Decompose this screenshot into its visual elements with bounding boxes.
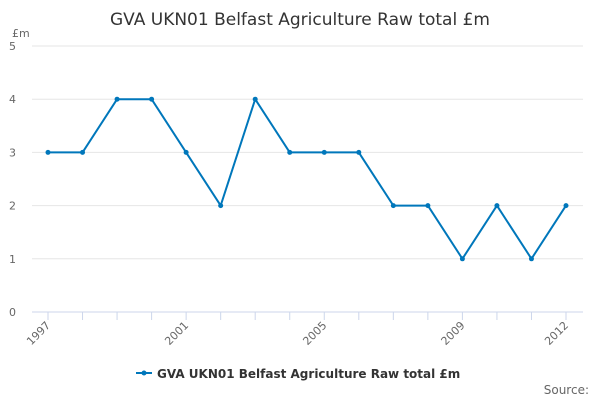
data-point[interactable] (459, 256, 465, 262)
data-point[interactable] (218, 203, 224, 209)
x-tick-label: 2005 (300, 319, 329, 348)
data-point[interactable] (149, 96, 155, 102)
data-point[interactable] (287, 149, 293, 155)
data-point[interactable] (494, 203, 500, 209)
data-point[interactable] (528, 256, 534, 262)
data-point[interactable] (114, 96, 120, 102)
legend-marker-icon (141, 370, 147, 376)
data-point[interactable] (80, 149, 86, 155)
y-tick-label: 5 (9, 40, 16, 53)
x-tick-label: 2001 (162, 319, 191, 348)
y-tick-label: 1 (9, 253, 16, 266)
data-point[interactable] (321, 149, 327, 155)
legend[interactable]: GVA UKN01 Belfast Agriculture Raw total … (136, 367, 460, 381)
y-tick-label: 0 (9, 306, 16, 319)
data-point[interactable] (390, 203, 396, 209)
data-point[interactable] (425, 203, 431, 209)
y-axis-label: £m (12, 27, 30, 40)
data-point[interactable] (45, 149, 51, 155)
x-tick-label: 2012 (542, 319, 571, 348)
series-line (48, 98, 567, 260)
x-tick-label: 1997 (24, 319, 53, 348)
x-tick-label: 2009 (439, 319, 468, 348)
chart-title: GVA UKN01 Belfast Agriculture Raw total … (110, 10, 490, 30)
data-point[interactable] (356, 149, 362, 155)
y-tick-label: 2 (9, 200, 16, 213)
data-point[interactable] (252, 96, 258, 102)
y-tick-label: 3 (9, 146, 16, 159)
source-credit[interactable]: Source: (544, 383, 589, 397)
legend-item-label[interactable]: GVA UKN01 Belfast Agriculture Raw total … (157, 367, 460, 381)
data-point[interactable] (183, 149, 189, 155)
data-point[interactable] (563, 203, 569, 209)
y-tick-label: 4 (9, 93, 16, 106)
